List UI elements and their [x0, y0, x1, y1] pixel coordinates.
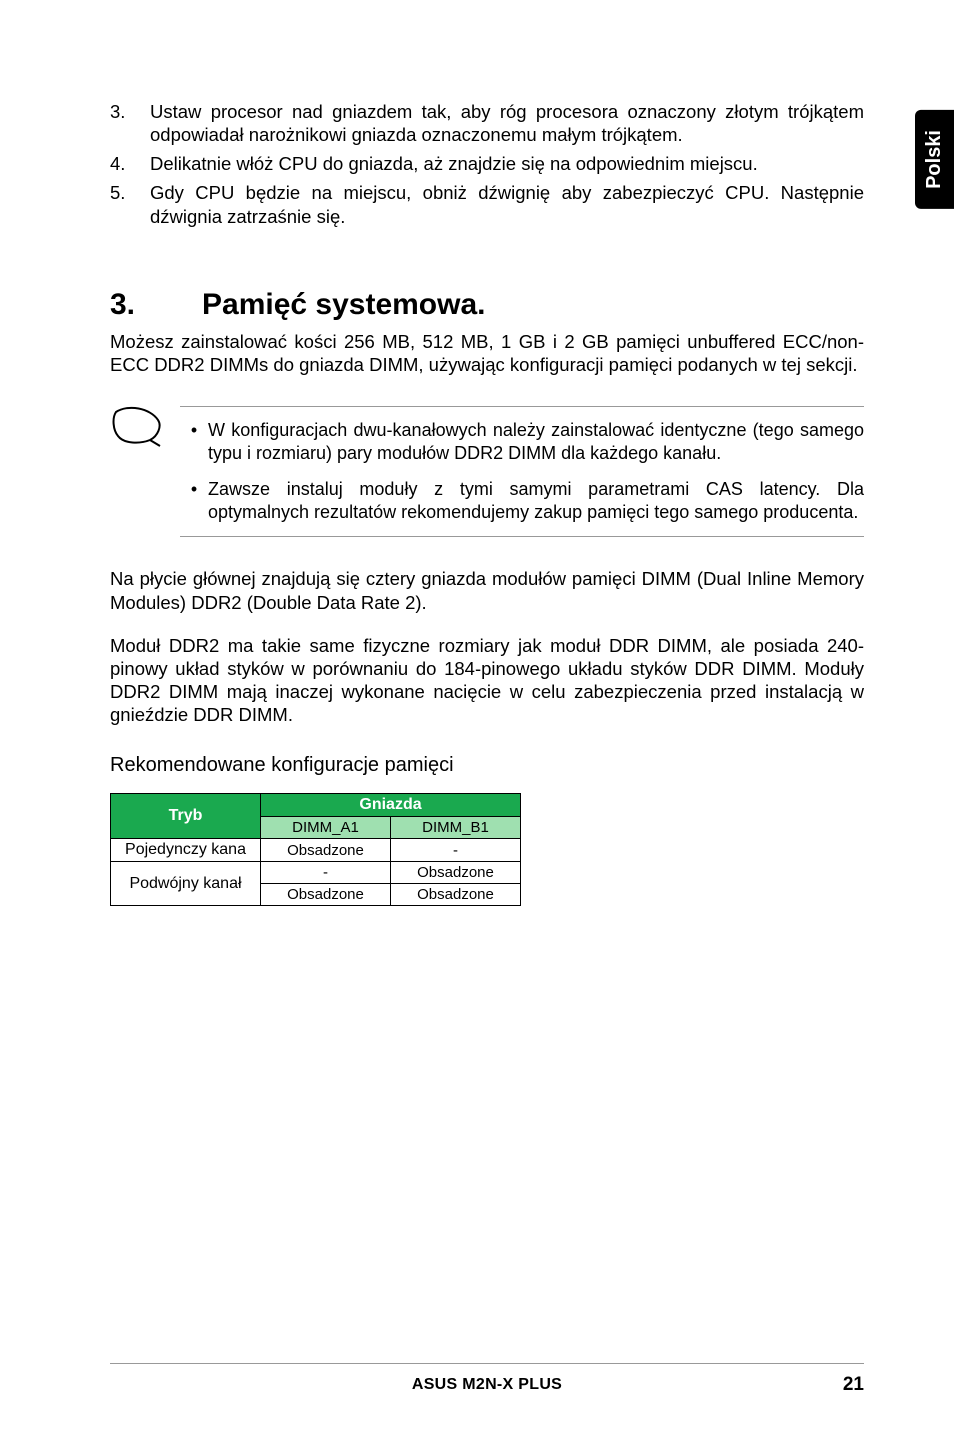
list-item: 3. Ustaw procesor nad gniazdem tak, aby …	[110, 100, 864, 146]
table-cell: Obsadzone	[261, 839, 391, 862]
bullet-dot: •	[180, 419, 208, 466]
list-text: Gdy CPU będzie na miejscu, obniż dźwigni…	[150, 181, 864, 227]
list-number: 5.	[110, 181, 150, 227]
list-number: 4.	[110, 152, 150, 175]
table-header-dimm-a1: DIMM_A1	[261, 817, 391, 839]
paragraph: Moduł DDR2 ma takie same fizyczne rozmia…	[110, 634, 864, 727]
table-cell: Obsadzone	[391, 862, 521, 884]
page-container: Polski 3. Ustaw procesor nad gniazdem ta…	[0, 0, 954, 1438]
list-text: Delikatnie włóż CPU do gniazda, aż znajd…	[150, 152, 864, 175]
list-item: 4. Delikatnie włóż CPU do gniazda, aż zn…	[110, 152, 864, 175]
list-text: Ustaw procesor nad gniazdem tak, aby róg…	[150, 100, 864, 146]
table-cell: -	[391, 839, 521, 862]
paragraph: Na płycie głównej znajdują się cztery gn…	[110, 567, 864, 613]
table-cell: Obsadzone	[391, 884, 521, 906]
bullet-dot: •	[180, 478, 208, 525]
list-number: 3.	[110, 100, 150, 146]
language-tab: Polski	[915, 110, 954, 209]
subheading: Rekomendowane konfiguracje pamięci	[110, 754, 864, 777]
ordered-list: 3. Ustaw procesor nad gniazdem tak, aby …	[110, 100, 864, 228]
bullet-text: W konfiguracjach dwu-kanałowych należy z…	[208, 419, 864, 466]
note-box: • W konfiguracjach dwu-kanałowych należy…	[110, 406, 864, 538]
memory-config-table: Tryb Gniazda DIMM_A1 DIMM_B1 Pojedynczy …	[110, 793, 521, 906]
table-header-tryb: Tryb	[111, 794, 261, 839]
table-row-label: Pojedynczy kana	[111, 839, 261, 862]
list-item: 5. Gdy CPU będzie na miejscu, obniż dźwi…	[110, 181, 864, 227]
bullet-item: • Zawsze instaluj moduły z tymi samymi p…	[180, 478, 864, 525]
bullet-text: Zawsze instaluj moduły z tymi samymi par…	[208, 478, 864, 525]
note-body: • W konfiguracjach dwu-kanałowych należy…	[180, 406, 864, 538]
table-cell: -	[261, 862, 391, 884]
page-number: 21	[843, 1374, 864, 1396]
intro-paragraph: Możesz zainstalować kości 256 MB, 512 MB…	[110, 330, 864, 376]
bullet-item: • W konfiguracjach dwu-kanałowych należy…	[180, 419, 864, 466]
note-icon	[110, 406, 180, 448]
section-heading: 3. Pamięć systemowa.	[110, 288, 864, 322]
table-header-dimm-b1: DIMM_B1	[391, 817, 521, 839]
section-title: Pamięć systemowa.	[202, 288, 486, 322]
table-row-label: Podwójny kanał	[111, 862, 261, 906]
table-header-gniazda: Gniazda	[261, 794, 521, 817]
table-cell: Obsadzone	[261, 884, 391, 906]
section-number: 3.	[110, 288, 202, 322]
page-footer: ASUS M2N-X PLUS 21	[110, 1363, 864, 1396]
footer-title: ASUS M2N-X PLUS	[110, 1376, 864, 1394]
